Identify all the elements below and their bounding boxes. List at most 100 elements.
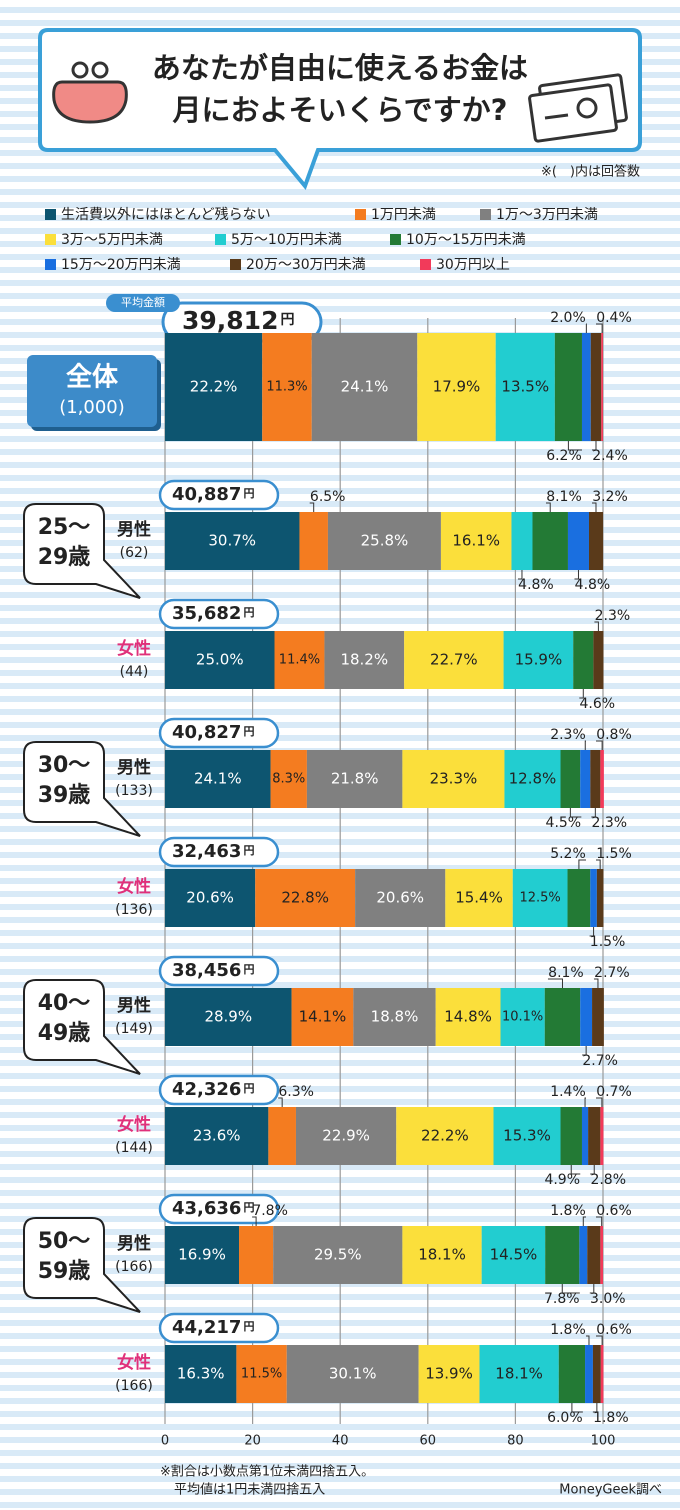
data-label: 25.0% (196, 651, 244, 669)
bar-segment (435, 988, 501, 1046)
leader-line (309, 502, 315, 512)
bar-segment (588, 1107, 601, 1165)
data-label: 4.8% (518, 577, 554, 593)
data-label: 1.5% (596, 846, 632, 862)
bar-segment (601, 333, 603, 441)
bar-segment (255, 869, 356, 927)
legend-label: 30万円以上 (436, 257, 510, 273)
data-label: 8.1% (548, 965, 584, 981)
bar-segment (503, 631, 574, 689)
legend-swatch (45, 209, 56, 220)
leader-line (594, 621, 599, 631)
bar-segment (590, 333, 602, 441)
source: MoneyGeek調べ (559, 1483, 662, 1498)
bar-segment (590, 869, 597, 927)
average-unit: 円 (243, 725, 254, 738)
bar-segment (418, 1345, 480, 1403)
data-label: 5.2% (550, 846, 586, 862)
row-label: 男性 (117, 519, 151, 540)
row-label: 女性 (117, 876, 151, 897)
bar-segment (274, 631, 325, 689)
data-label: 15.9% (515, 651, 563, 669)
data-label: 4.5% (546, 815, 582, 831)
data-label: 4.8% (575, 577, 611, 593)
data-label: 22.2% (190, 378, 238, 396)
bar-segment (404, 631, 504, 689)
x-tick-label: 80 (507, 1434, 524, 1449)
row-label: 男性 (117, 1233, 151, 1254)
row-count: (133) (115, 783, 153, 799)
age-group-label: 29歳 (38, 545, 91, 570)
bar-segment (600, 1226, 603, 1284)
average-value: 40,887 (172, 484, 241, 505)
bar-segment (165, 512, 300, 570)
row-label: 女性 (117, 638, 151, 659)
bar-segment (402, 1226, 482, 1284)
data-label: 2.4% (592, 448, 628, 464)
total-box (27, 355, 157, 427)
legend-swatch (230, 259, 241, 270)
data-label: 18.1% (418, 1246, 466, 1264)
data-label: 2.0% (550, 310, 586, 326)
bar-segment (600, 1345, 604, 1403)
bar-segment (580, 988, 593, 1046)
bar-segment (592, 988, 604, 1046)
leader-line (582, 1216, 586, 1226)
data-label: 23.3% (430, 770, 478, 788)
legend-label: 1万～3万円未満 (496, 207, 598, 223)
bar-segment (479, 1345, 559, 1403)
bar-segment (592, 1345, 601, 1403)
data-label: 22.9% (322, 1127, 370, 1145)
legend-label: 生活費以外にはほとんど残らない (61, 207, 271, 223)
leader-line (596, 740, 603, 750)
data-label: 15.3% (503, 1127, 551, 1145)
data-label: 6.5% (310, 489, 346, 505)
bar-segment (581, 1107, 589, 1165)
data-label: 1.4% (550, 1084, 586, 1100)
data-label: 17.9% (433, 378, 481, 396)
data-label: 2.3% (595, 608, 631, 624)
leader-line (596, 323, 603, 333)
leader-line (596, 1097, 603, 1107)
average-unit: 円 (280, 312, 294, 328)
bar-segment (355, 869, 446, 927)
bar-segment (532, 512, 568, 570)
leader-line (517, 570, 523, 580)
data-label: 10.1% (502, 1010, 543, 1025)
data-label: 25.8% (361, 532, 409, 550)
bar-segment (311, 333, 418, 441)
data-label: 4.6% (580, 696, 616, 712)
leader-line (570, 1165, 581, 1175)
legend-label: 1万円未満 (371, 207, 436, 223)
data-label: 7.8% (252, 1203, 288, 1219)
x-tick-label: 100 (591, 1434, 616, 1449)
x-tick-label: 20 (244, 1434, 261, 1449)
data-label: 11.5% (241, 1367, 282, 1382)
age-group-label: 50～ (38, 1229, 91, 1254)
average-badge (158, 1074, 280, 1106)
bar-segment (324, 631, 405, 689)
bar-segment (440, 512, 512, 570)
data-label: 24.1% (341, 378, 389, 396)
bar-segment (481, 1226, 546, 1284)
bar-segment (295, 1107, 397, 1165)
age-group-bubble (23, 503, 141, 599)
average-unit: 円 (243, 1201, 254, 1214)
row-label: 男性 (117, 757, 151, 778)
legend-label: 15万～20万円未満 (61, 257, 181, 273)
average-badge (158, 836, 280, 868)
data-label: 2.8% (590, 1172, 626, 1188)
row-label: 女性 (117, 1114, 151, 1135)
data-label: 28.9% (204, 1008, 252, 1026)
leader-line (578, 859, 586, 869)
bar-segment (600, 1107, 604, 1165)
leader-line (567, 441, 582, 451)
x-tick-label: 40 (332, 1434, 349, 1449)
age-group-label: 25～ (38, 515, 91, 540)
data-label: 7.8% (544, 1291, 580, 1307)
leader-line (591, 502, 597, 512)
bar-segment (236, 1345, 287, 1403)
data-label: 23.6% (193, 1127, 241, 1145)
